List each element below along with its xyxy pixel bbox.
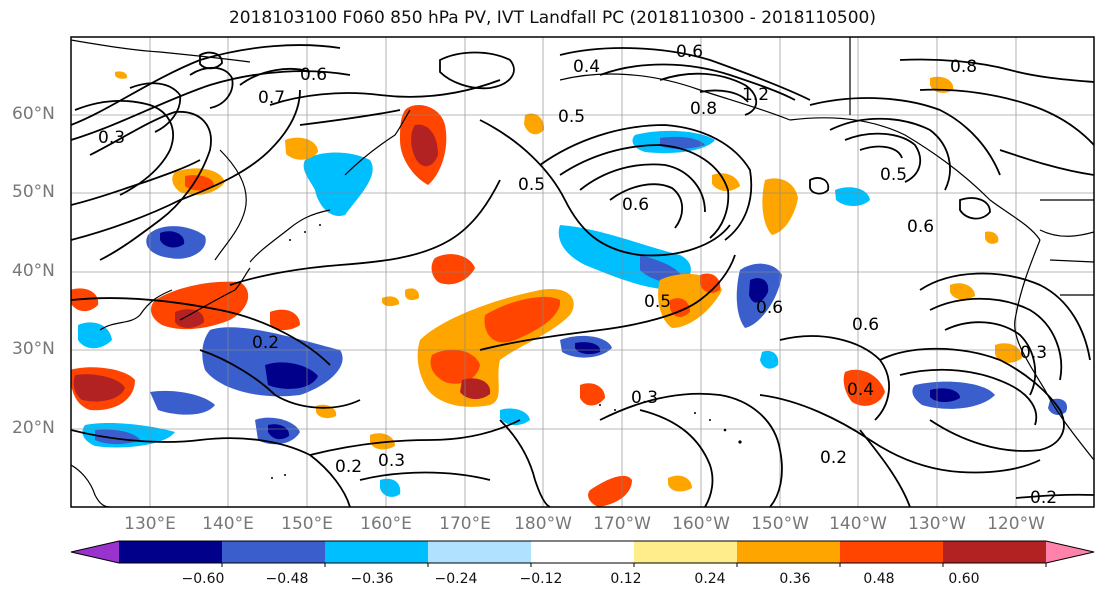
- contour-label: 0.2: [335, 457, 362, 477]
- contour-label: 0.3: [631, 388, 658, 408]
- contour-label: 0.6: [300, 65, 327, 85]
- contour-labels: 0.6 0.5 0.8 0.4 1.2 0.7 0.3 0.6 0.8 0.5 …: [98, 42, 1057, 508]
- colorbar-bin: [119, 541, 223, 563]
- lon-label: 130°W: [908, 514, 966, 534]
- colorbar-tick-label: −0.36: [350, 571, 394, 587]
- contour-label: 0.5: [518, 175, 545, 195]
- contour-label: 0.5: [644, 292, 671, 312]
- colorbar-bin: [737, 541, 841, 563]
- lon-label: 140°W: [829, 514, 887, 534]
- island-dots: [271, 224, 742, 479]
- lon-label: 170°E: [439, 514, 491, 534]
- colorbar-tick-label: −0.24: [434, 571, 478, 587]
- contour-label: 0.6: [852, 315, 879, 335]
- colorbar-bin: [325, 541, 429, 563]
- contour-label: 0.8: [950, 57, 977, 77]
- lon-label: 160°E: [360, 514, 412, 534]
- contour-label: 0.6: [907, 217, 934, 237]
- contour-label: 1.2: [742, 85, 769, 105]
- contour-label: 0.3: [378, 451, 405, 471]
- colorbar-outline: [70, 540, 1095, 564]
- lat-label: 30°N: [12, 339, 55, 359]
- contour-label: 0.2: [820, 448, 847, 468]
- contour-label: 0.2: [252, 333, 279, 353]
- colorbar-bin: [634, 541, 738, 563]
- lat-label: 40°N: [12, 261, 55, 281]
- lon-label: 120°W: [987, 514, 1045, 534]
- map-frame: [70, 36, 1095, 508]
- lon-label: 170°W: [593, 514, 651, 534]
- contour-label: 0.4: [573, 57, 600, 77]
- lat-label: 50°N: [12, 182, 55, 202]
- contour-label: 0.6: [676, 42, 703, 62]
- lon-label: 150°W: [751, 514, 809, 534]
- colorbar-bin: [531, 541, 635, 563]
- contour-label: 0.6: [756, 298, 783, 318]
- colorbar-bin: [222, 541, 326, 563]
- lon-label: 160°W: [672, 514, 730, 534]
- contour-label: 0.5: [880, 165, 907, 185]
- map-plot-area: 0.6 0.5 0.8 0.4 1.2 0.7 0.3 0.6 0.8 0.5 …: [71, 37, 1094, 508]
- colorbar-tick-label: −0.12: [519, 571, 563, 587]
- colorbar-tick-label: 0.36: [779, 571, 811, 587]
- lat-label: 20°N: [12, 418, 55, 438]
- colorbar-tick-label: −0.48: [265, 571, 309, 587]
- colorbar-bin: [1046, 541, 1094, 563]
- colorbar-bin: [943, 541, 1047, 563]
- contour-label: 0.5: [558, 107, 585, 127]
- lon-label: 140°E: [202, 514, 254, 534]
- colorbar-tick-label: 0.48: [863, 571, 895, 587]
- contour-label: 0.6: [622, 195, 649, 215]
- colorbar: [70, 540, 1095, 567]
- lon-label: 150°E: [281, 514, 333, 534]
- pv-anomaly-shading: [71, 71, 1068, 507]
- graticule: [71, 37, 1094, 507]
- colorbar-tick-label: −0.60: [181, 571, 225, 587]
- lat-label: 60°N: [12, 104, 55, 124]
- lon-label: 130°E: [124, 514, 176, 534]
- contour-label: 0.8: [690, 99, 717, 119]
- colorbar-bin: [840, 541, 944, 563]
- colorbar-tick-label: 0.24: [694, 571, 726, 587]
- colorbar-bin: [71, 541, 119, 563]
- coastlines: [71, 37, 1094, 507]
- pv-contours: [71, 44, 1094, 507]
- contour-label: 0.4: [847, 380, 874, 400]
- lon-label: 180°W: [514, 514, 572, 534]
- colorbar-tick-label: 0.60: [948, 571, 980, 587]
- map-title: 2018103100 F060 850 hPa PV, IVT Landfall…: [228, 8, 876, 28]
- contour-label: 0.3: [1020, 343, 1047, 363]
- colorbar-tick-label: 0.12: [610, 571, 642, 587]
- contour-label: 0.7: [258, 88, 285, 108]
- contour-label: 0.3: [98, 128, 125, 148]
- contour-label: 0.2: [1030, 488, 1057, 508]
- colorbar-bin: [428, 541, 532, 563]
